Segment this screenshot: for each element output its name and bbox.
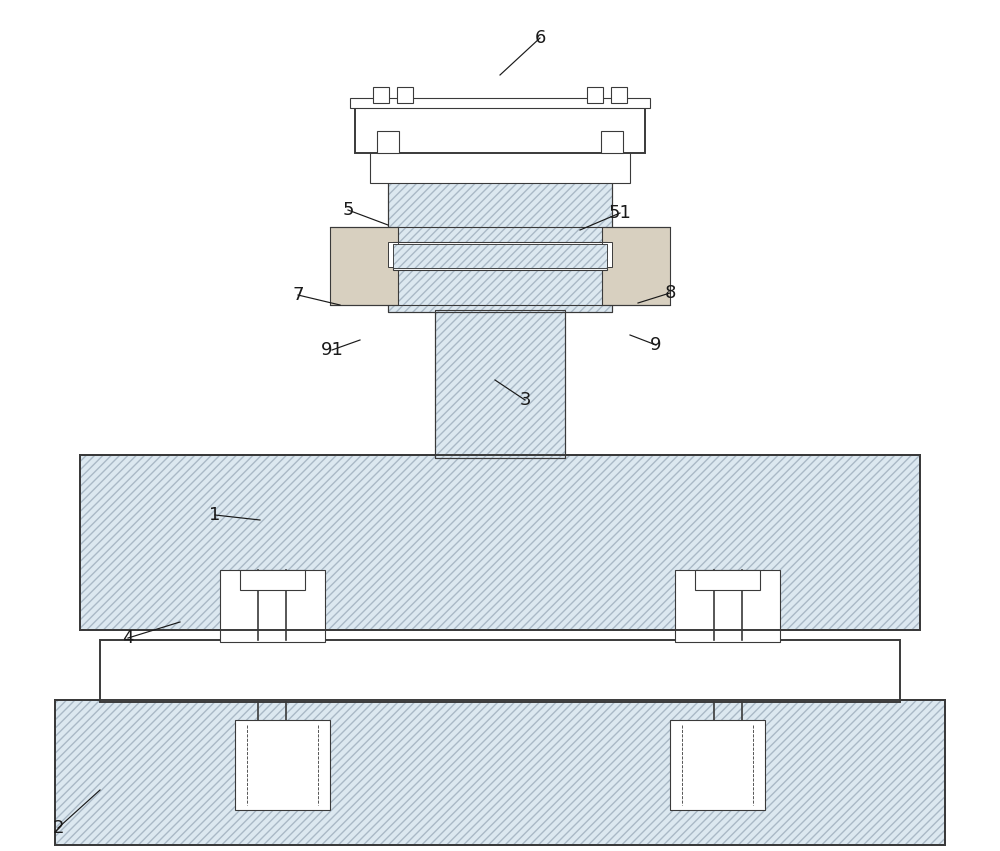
Text: 51: 51: [609, 204, 631, 222]
Bar: [377, 131, 399, 153]
Bar: [100, 640, 900, 702]
Bar: [393, 244, 607, 268]
Bar: [240, 570, 305, 590]
Text: 91: 91: [321, 341, 343, 359]
Bar: [393, 244, 607, 268]
Text: 2: 2: [52, 819, 64, 837]
Bar: [388, 175, 612, 312]
Bar: [55, 700, 945, 845]
Bar: [388, 175, 612, 312]
Bar: [670, 720, 765, 810]
Text: 5: 5: [342, 201, 354, 219]
Bar: [397, 87, 413, 103]
Bar: [675, 570, 780, 642]
Text: 3: 3: [519, 391, 531, 409]
Bar: [388, 175, 612, 312]
Text: 7: 7: [292, 286, 304, 304]
Bar: [393, 242, 607, 270]
Bar: [220, 570, 325, 642]
Bar: [695, 570, 760, 590]
Bar: [435, 310, 565, 458]
Bar: [55, 700, 945, 845]
Bar: [80, 455, 920, 630]
Bar: [355, 103, 645, 153]
Bar: [350, 98, 650, 108]
Bar: [80, 455, 920, 630]
Bar: [235, 720, 330, 810]
Bar: [393, 244, 607, 268]
Bar: [587, 87, 603, 103]
Bar: [435, 310, 565, 458]
Text: 9: 9: [650, 336, 662, 354]
Bar: [330, 227, 398, 305]
Text: 4: 4: [122, 629, 134, 647]
Bar: [602, 227, 670, 305]
Bar: [55, 700, 945, 845]
Bar: [611, 87, 627, 103]
Text: 8: 8: [664, 284, 676, 302]
Bar: [388, 242, 398, 267]
Bar: [602, 242, 612, 267]
Bar: [435, 310, 565, 458]
Bar: [370, 148, 630, 183]
Text: 1: 1: [209, 506, 221, 524]
Bar: [80, 455, 920, 630]
Text: 6: 6: [534, 29, 546, 47]
Bar: [601, 131, 623, 153]
Bar: [373, 87, 389, 103]
